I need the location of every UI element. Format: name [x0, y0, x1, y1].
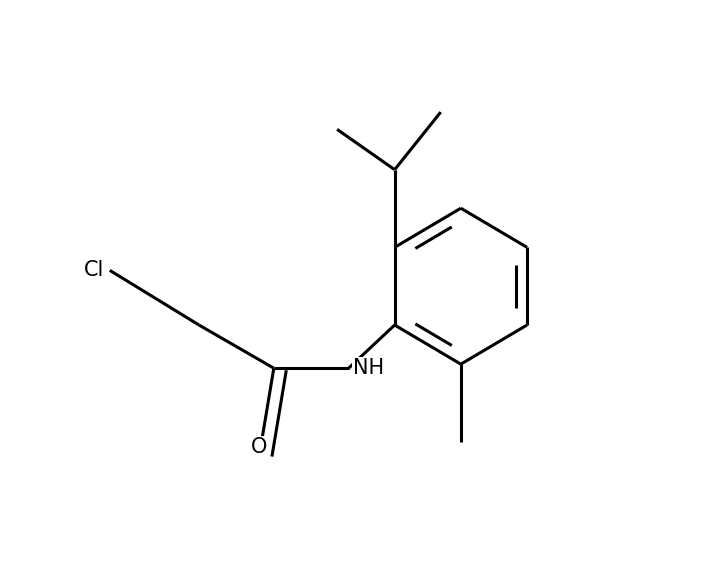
Text: Cl: Cl [84, 260, 104, 281]
Text: O: O [251, 437, 268, 457]
Text: NH: NH [353, 358, 385, 378]
